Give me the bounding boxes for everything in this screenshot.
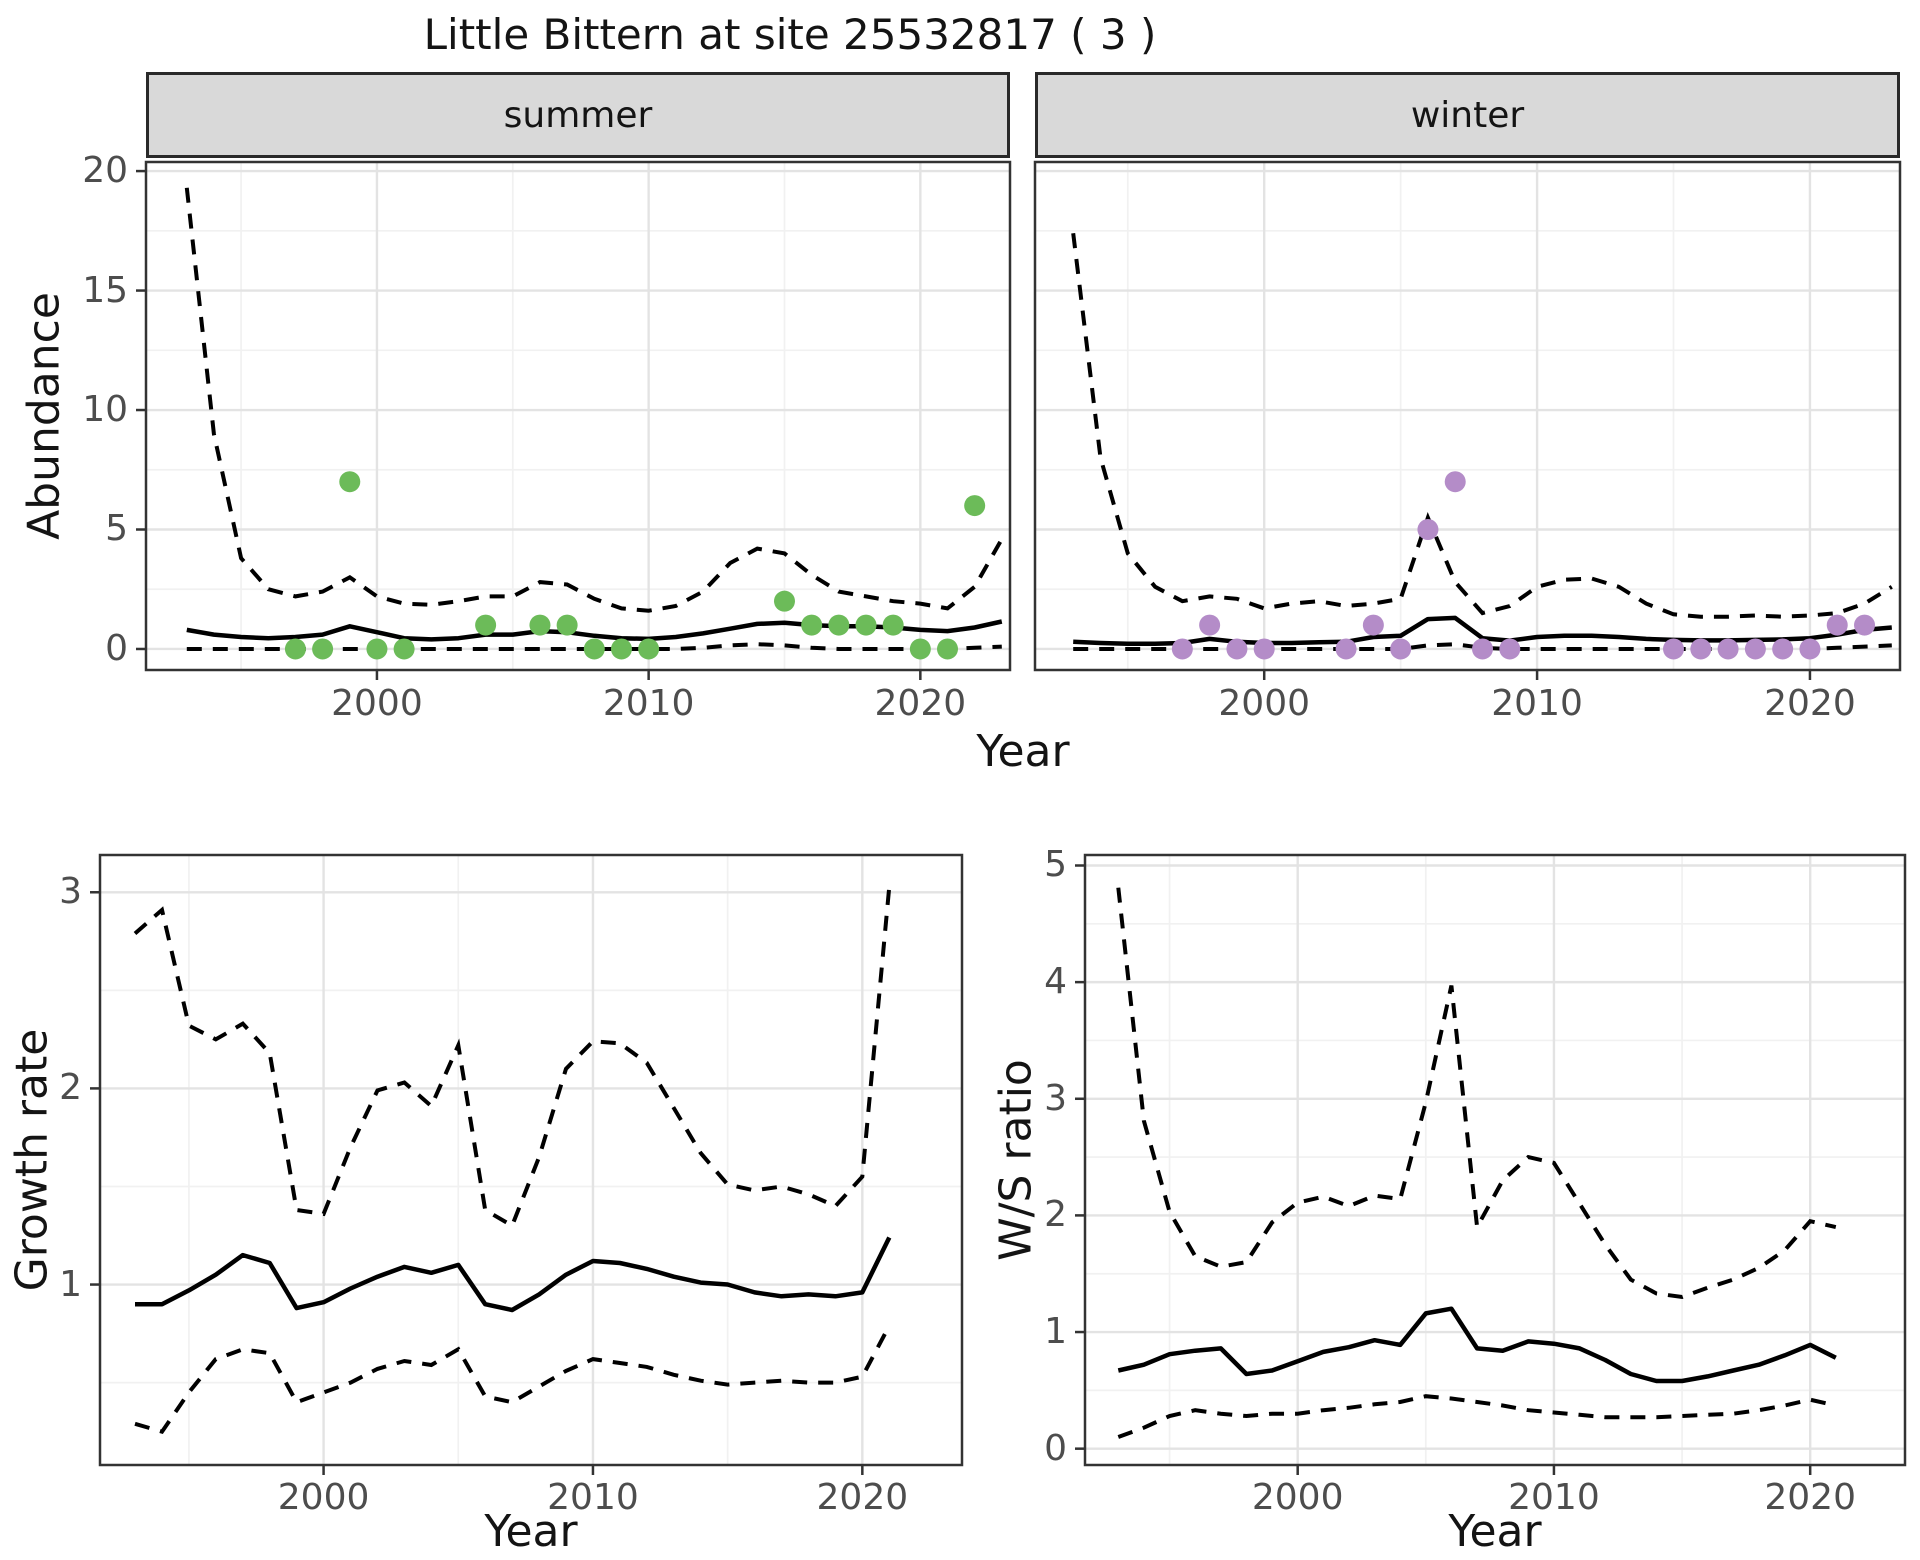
mean-line xyxy=(1117,1306,1837,1384)
y-tick-label: 5 xyxy=(105,508,128,550)
lower-ci-line xyxy=(1117,1394,1837,1439)
data-point xyxy=(828,614,850,636)
upper-ci-line xyxy=(1116,887,1837,1300)
y-tick-label: 15 xyxy=(82,269,128,311)
y-tick-label: 1 xyxy=(1044,1311,1067,1353)
x-tick-label: 2010 xyxy=(1491,683,1583,724)
x-tick-label: 2000 xyxy=(1218,683,1311,724)
x-tick-label: 2000 xyxy=(331,683,423,724)
growth-rate-axis-title: Growth rate xyxy=(6,1028,58,1292)
facet-strip-winter-label: winter xyxy=(1410,94,1525,136)
y-tick-label: 5 xyxy=(1044,844,1067,886)
upper-ci-line xyxy=(184,187,1004,613)
data-point xyxy=(366,638,388,660)
x-tick-label: 2010 xyxy=(1508,1477,1600,1518)
y-tick-label: 0 xyxy=(1044,1427,1067,1469)
y-tick-label: 10 xyxy=(82,389,128,431)
data-point xyxy=(638,638,660,660)
data-point xyxy=(801,614,823,636)
data-point xyxy=(1171,638,1193,660)
data-point xyxy=(529,614,551,636)
y-tick-label: 0 xyxy=(105,627,128,669)
data-point xyxy=(855,614,877,636)
data-point xyxy=(284,638,306,660)
data-point xyxy=(1772,638,1794,660)
data-point xyxy=(610,638,632,660)
year-axis-title-ws: Year xyxy=(1448,1506,1542,1557)
data-point xyxy=(312,638,334,660)
data-point xyxy=(1826,614,1848,636)
lower-ci-line xyxy=(134,1324,892,1435)
y-tick-label: 20 xyxy=(82,150,128,192)
data-point xyxy=(773,590,795,612)
x-tick-label: 2020 xyxy=(1764,683,1856,724)
x-tick-label: 2020 xyxy=(1764,1477,1856,1518)
data-point xyxy=(882,614,904,636)
panel-abundance-winter xyxy=(1033,160,1902,680)
data-point xyxy=(556,614,578,636)
panel-growth-rate xyxy=(90,853,964,1475)
data-point xyxy=(1390,638,1412,660)
panel-border xyxy=(1083,853,1907,1467)
data-point xyxy=(1472,638,1494,660)
data-point xyxy=(1226,638,1248,660)
data-point xyxy=(937,638,959,660)
data-point xyxy=(1335,638,1357,660)
data-point xyxy=(393,638,415,660)
data-point xyxy=(1199,614,1221,636)
upper-ci-line xyxy=(1071,232,1893,619)
year-axis-title-top: Year xyxy=(976,726,1070,777)
facet-strip-summer-label: summer xyxy=(503,94,653,136)
data-point xyxy=(964,495,986,517)
data-point xyxy=(583,638,605,660)
x-tick-label: 2010 xyxy=(602,683,695,724)
data-point xyxy=(1854,614,1876,636)
panel-border xyxy=(98,853,964,1467)
data-point xyxy=(1444,471,1466,493)
panel-abundance-summer xyxy=(136,160,1012,680)
data-point xyxy=(1499,638,1521,660)
x-tick-label: 2000 xyxy=(1251,1477,1344,1518)
panel-ws-ratio xyxy=(1075,853,1907,1475)
panel-border xyxy=(144,160,1012,672)
mean-line xyxy=(135,1236,892,1313)
data-point xyxy=(1253,638,1275,660)
facet-strip-summer: summer xyxy=(146,72,1010,158)
data-point xyxy=(475,614,497,636)
abundance-axis-title: Abundance xyxy=(18,292,70,540)
plot-title: Little Bittern at site 25532817 ( 3 ) xyxy=(423,10,1157,59)
x-tick-label: 2000 xyxy=(277,1477,370,1518)
data-point xyxy=(1417,518,1439,540)
facet-strip-winter: winter xyxy=(1035,72,1900,158)
year-axis-title-growth: Year xyxy=(484,1506,578,1557)
panel-border xyxy=(1033,160,1902,672)
y-tick-label: 2 xyxy=(1044,1194,1067,1236)
data-point xyxy=(339,471,361,493)
data-point xyxy=(1744,638,1766,660)
y-tick-label: 3 xyxy=(59,871,82,913)
data-point xyxy=(1690,638,1712,660)
y-tick-label: 2 xyxy=(59,1067,82,1109)
y-tick-label: 3 xyxy=(1044,1077,1067,1119)
data-point xyxy=(909,638,931,660)
ws-ratio-axis-title: W/S ratio xyxy=(990,1059,1042,1261)
data-point xyxy=(1799,638,1821,660)
upper-ci-line xyxy=(133,886,892,1229)
data-point xyxy=(1717,638,1739,660)
data-point xyxy=(1362,614,1384,636)
y-tick-label: 1 xyxy=(59,1263,82,1305)
data-point xyxy=(1663,638,1685,660)
x-tick-label: 2020 xyxy=(874,683,967,724)
y-tick-label: 4 xyxy=(1044,961,1067,1003)
x-tick-label: 2020 xyxy=(816,1477,909,1518)
x-tick-label: 2010 xyxy=(547,1477,639,1518)
